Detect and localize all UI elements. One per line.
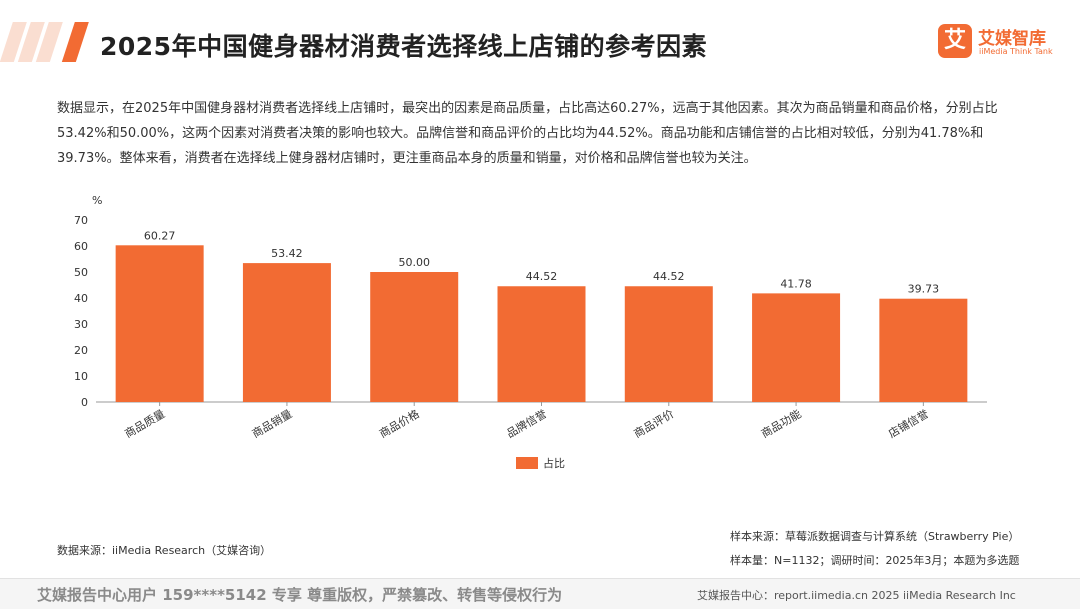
sample-info: 样本量：N=1132；调研时间：2025年3月；本题为多选题 bbox=[730, 554, 1020, 567]
x-tick-label: 商品评价 bbox=[631, 406, 676, 440]
bar-3 bbox=[370, 272, 459, 402]
footer-bar: 艾媒报告中心用户 159****5142 专享 尊重版权，严禁篡改、转售等侵权行… bbox=[0, 578, 1080, 609]
footer-site-credit: 艾媒报告中心：report.iimedia.cn 2025 iiMedia Re… bbox=[697, 589, 1016, 602]
x-tick-label: 商品质量 bbox=[122, 406, 167, 440]
data-label: 39.73 bbox=[908, 283, 940, 296]
data-label: 44.52 bbox=[653, 270, 685, 283]
bar-5 bbox=[624, 286, 713, 402]
y-tick-label: 30 bbox=[74, 318, 88, 331]
bar-7 bbox=[879, 298, 968, 402]
header-bar: 2025年中国健身器材消费者选择线上店铺的参考因素 艾 艾媒智库 iiMedia… bbox=[0, 0, 1080, 82]
footer-copyright-notice: 艾媒报告中心用户 159****5142 专享 尊重版权，严禁篡改、转售等侵权行… bbox=[37, 586, 563, 604]
bar-4 bbox=[497, 286, 586, 402]
data-source: 数据来源：iiMedia Research（艾媒咨询） bbox=[57, 544, 272, 557]
page-title: 2025年中国健身器材消费者选择线上店铺的参考因素 bbox=[100, 32, 708, 61]
logo-mark-icon: 艾 bbox=[938, 24, 972, 58]
summary-paragraph: 数据显示，在2025年中国健身器材消费者选择线上店铺时，最突出的因素是商品质量，… bbox=[57, 101, 998, 166]
y-axis-unit-label: % bbox=[92, 194, 102, 207]
logo-name: 艾媒智库 bbox=[978, 29, 1046, 49]
data-label: 44.52 bbox=[526, 270, 558, 283]
bar-chart: % 0 10 20 30 40 50 60 70 60.27 商品质量 53.42 商品销量 50.00 商… bbox=[74, 194, 987, 441]
x-tick-label: 品牌信誉 bbox=[504, 406, 549, 440]
logo-subtitle: iiMedia Think Tank bbox=[979, 47, 1053, 56]
data-label: 41.78 bbox=[780, 277, 812, 290]
bar-2 bbox=[242, 263, 331, 402]
y-tick-label: 10 bbox=[74, 370, 88, 383]
data-label: 60.27 bbox=[144, 229, 176, 242]
y-tick-label: 70 bbox=[74, 214, 88, 227]
x-tick-label: 商品价格 bbox=[377, 406, 422, 440]
bar-1 bbox=[115, 245, 204, 402]
iimedia-logo: 艾 艾媒智库 iiMedia Think Tank bbox=[938, 22, 1068, 66]
data-label: 53.42 bbox=[271, 247, 303, 260]
sample-source: 样本来源：草莓派数据调查与计算系统（Strawberry Pie） bbox=[730, 530, 1020, 543]
data-label: 50.00 bbox=[398, 256, 430, 269]
x-tick-label: 商品功能 bbox=[758, 406, 803, 440]
x-tick-label: 店铺信誉 bbox=[886, 406, 931, 440]
y-tick-label: 60 bbox=[74, 240, 88, 253]
legend-swatch bbox=[516, 457, 538, 469]
bar-6 bbox=[752, 293, 841, 402]
legend-label: 占比 bbox=[543, 457, 565, 470]
x-tick-label: 商品销量 bbox=[249, 406, 294, 440]
y-tick-label: 20 bbox=[74, 344, 88, 357]
y-tick-label: 40 bbox=[74, 292, 88, 305]
y-tick-label: 50 bbox=[74, 266, 88, 279]
y-tick-label: 0 bbox=[81, 396, 88, 409]
